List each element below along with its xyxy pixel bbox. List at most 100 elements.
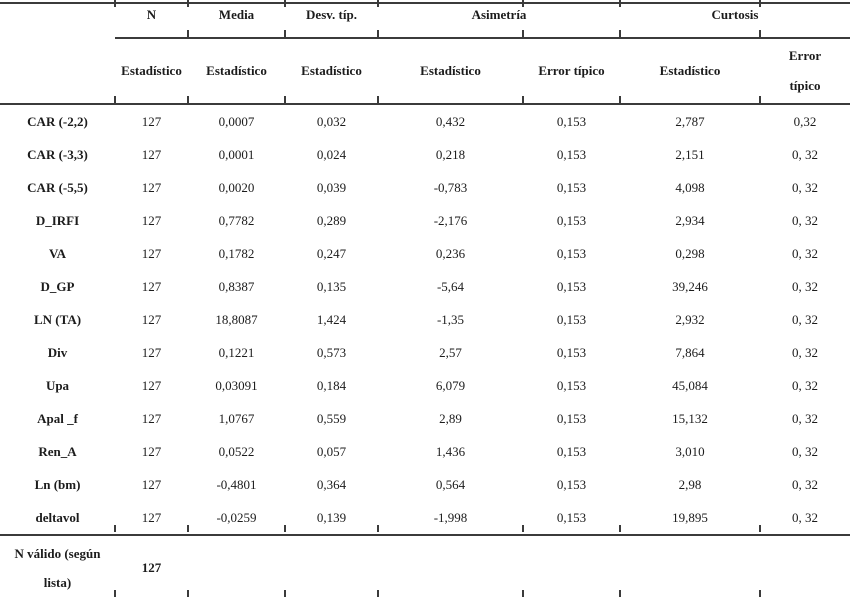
cell-media: 0,0522 [218, 443, 255, 459]
cell-curtosis-error-tipico: 0, 32 [792, 179, 818, 195]
grid-tick-mark [619, 590, 621, 597]
subheader-spacer [0, 38, 115, 105]
cell-media: -0,0259 [216, 509, 257, 525]
subheader-n-estadistico: Estadístico [115, 38, 188, 105]
subheader-curtosis-error-tipico: Error típico [760, 38, 850, 105]
cell-curtosis-error-tipico: 0, 32 [792, 311, 818, 327]
grid-tick-mark [284, 0, 286, 7]
grid-tick-mark [187, 96, 189, 103]
cell-desv-tip: 0,247 [316, 245, 347, 261]
row-label: CAR (-2,2) [27, 113, 88, 129]
column-header-desv-tip: Desv. típ. [285, 3, 378, 39]
empty-cell [760, 534, 850, 599]
cell-curtosis-estadistico: 2,934 [675, 212, 705, 228]
cell-curtosis-error-tipico: 0, 32 [792, 344, 818, 360]
cell-desv-tip: 0,135 [316, 278, 347, 294]
grid-tick-mark [522, 525, 524, 532]
cell-media: -0,4801 [216, 476, 257, 492]
cell-curtosis-estadistico: 4,098 [675, 179, 705, 195]
cell-desv-tip: 0,057 [316, 443, 347, 459]
header-spacer [0, 3, 115, 38]
cell-n: 127 [141, 212, 162, 228]
cell-curtosis-error-tipico: 0, 32 [792, 443, 818, 459]
cell-asimetria-error-tipico: 0,153 [556, 278, 587, 294]
cell-asimetria-estadistico: 6,079 [435, 377, 466, 393]
subheader-curtosis-error-tipico-text: Error típico [788, 48, 822, 93]
grid-tick-mark [114, 96, 116, 103]
grid-tick-mark [377, 525, 379, 532]
table-row: CAR (-3,3) 127 0,0001 0,024 0,218 0,153 … [0, 138, 850, 171]
cell-asimetria-estadistico: -2,176 [433, 212, 468, 228]
cell-media: 0,1221 [218, 344, 255, 360]
cell-asimetria-estadistico: 1,436 [435, 443, 466, 459]
grid-tick-mark [759, 0, 761, 7]
cell-curtosis-error-tipico: 0, 32 [792, 146, 818, 162]
row-label: Div [47, 344, 68, 360]
cell-desv-tip: 0,559 [316, 410, 347, 426]
cell-curtosis-error-tipico: 0, 32 [792, 410, 818, 426]
grid-tick-mark [284, 30, 286, 37]
grid-tick-mark [619, 525, 621, 532]
table-row: Upa 127 0,03091 0,184 6,079 0,153 45,084… [0, 369, 850, 402]
cell-asimetria-estadistico: -1,998 [433, 509, 468, 525]
cell-curtosis-estadistico: 2,151 [675, 146, 705, 162]
cell-asimetria-estadistico: 2,89 [439, 410, 462, 426]
cell-asimetria-error-tipico: 0,153 [556, 377, 587, 393]
grid-tick-mark [522, 30, 524, 37]
grid-tick-mark [377, 0, 379, 7]
empty-cell [378, 534, 523, 599]
row-label: D_GP [40, 278, 75, 294]
cell-desv-tip: 0,289 [316, 212, 347, 228]
cell-n: 127 [141, 311, 162, 327]
cell-media: 0,0001 [218, 146, 255, 162]
cell-curtosis-error-tipico: 0, 32 [792, 377, 818, 393]
cell-asimetria-error-tipico: 0,153 [556, 113, 587, 129]
cell-asimetria-estadistico: 0,218 [435, 146, 466, 162]
cell-media: 1,0767 [218, 410, 255, 426]
cell-n: 127 [141, 443, 162, 459]
row-label: VA [48, 245, 67, 261]
cell-asimetria-error-tipico: 0,153 [556, 344, 587, 360]
cell-n: 127 [141, 146, 162, 162]
cell-asimetria-estadistico: 2,57 [439, 344, 462, 360]
grid-tick-mark [377, 30, 379, 37]
empty-cell [285, 534, 378, 599]
row-label: Ren_A [38, 443, 77, 459]
grid-tick-mark [284, 590, 286, 597]
cell-curtosis-estadistico: 3,010 [675, 443, 705, 459]
grid-tick-mark [187, 525, 189, 532]
cell-media: 0,8387 [218, 278, 255, 294]
cell-curtosis-estadistico: 15,132 [672, 410, 708, 426]
grid-tick-mark [619, 96, 621, 103]
cell-curtosis-error-tipico: 0, 32 [792, 476, 818, 492]
grid-tick-mark [377, 590, 379, 597]
cell-asimetria-error-tipico: 0,153 [556, 311, 587, 327]
cell-curtosis-error-tipico: 0, 32 [792, 278, 818, 294]
row-label: deltavol [35, 509, 80, 525]
empty-cell [523, 534, 620, 599]
cell-n: 127 [141, 113, 162, 129]
subheader-asimetria-error-tipico: Error típico [523, 38, 620, 105]
grid-tick-mark [759, 96, 761, 103]
row-label: LN (TA) [33, 311, 82, 327]
grid-tick-mark [187, 0, 189, 7]
subheader-asimetria-estadistico: Estadístico [378, 38, 523, 105]
table-row: Ren_A 127 0,0522 0,057 1,436 0,153 3,010… [0, 435, 850, 468]
cell-media: 0,0020 [218, 179, 255, 195]
cell-asimetria-error-tipico: 0,153 [556, 509, 587, 525]
cell-desv-tip: 0,039 [316, 179, 347, 195]
column-header-media: Media [188, 3, 285, 39]
grid-tick-mark [619, 0, 621, 7]
grid-tick-mark [759, 525, 761, 532]
cell-desv-tip: 0,184 [316, 377, 347, 393]
grid-tick-mark [284, 96, 286, 103]
cell-curtosis-error-tipico: 0, 32 [792, 212, 818, 228]
grid-tick-mark [522, 96, 524, 103]
cell-desv-tip: 0,024 [316, 146, 347, 162]
cell-media: 0,7782 [218, 212, 255, 228]
row-label: Upa [45, 377, 70, 393]
empty-cell [188, 534, 285, 599]
cell-curtosis-estadistico: 2,98 [678, 476, 702, 492]
